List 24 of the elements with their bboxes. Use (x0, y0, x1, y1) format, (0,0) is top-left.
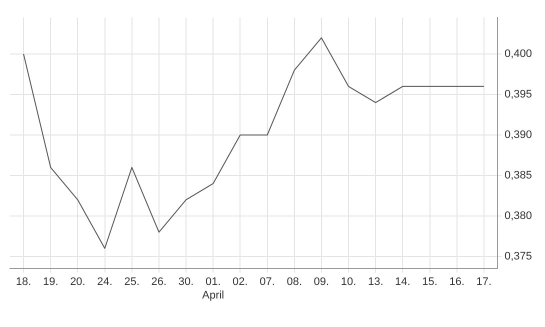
x-tick-label: 08. (286, 276, 302, 288)
y-tick-label: 0,385 (504, 170, 532, 182)
y-tick-label: 0,380 (504, 210, 532, 222)
y-tick-label: 0,395 (504, 88, 532, 101)
x-tick-label: 15. (422, 276, 438, 288)
x-tick-label: 01. April (202, 276, 224, 302)
y-tick-label: 0,375 (504, 250, 532, 262)
y-tick-label: 0,400 (504, 48, 532, 60)
x-tick-label: 20. (70, 276, 86, 288)
x-tick-label: 02. (232, 276, 248, 288)
x-tick-label: 24. (97, 276, 112, 288)
x-tick-label: 16. (449, 276, 464, 288)
x-tick-label: 13. (368, 276, 384, 288)
x-tick-label: 18. (16, 276, 32, 288)
x-tick-label: 30. (178, 276, 194, 288)
x-tick-label: 26. (151, 276, 167, 288)
x-tick-label: 10. (340, 276, 356, 288)
y-tick-label: 0,390 (504, 129, 532, 142)
x-tick-label: 19. (42, 276, 58, 288)
x-tick-label: 09. (314, 276, 330, 288)
x-tick-label: 17. (476, 276, 492, 288)
x-tick-label: 25. (124, 276, 140, 288)
x-tick-label: 07. (260, 276, 275, 288)
x-tick-label: 14. (395, 276, 410, 288)
